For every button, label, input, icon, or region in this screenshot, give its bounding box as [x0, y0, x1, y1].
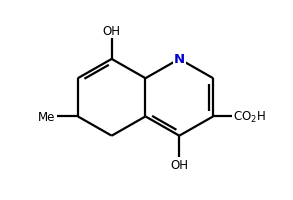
Text: OH: OH	[103, 24, 121, 37]
Text: OH: OH	[170, 158, 188, 171]
Text: N: N	[174, 53, 185, 66]
Text: Me: Me	[38, 110, 55, 123]
Text: CO$_2$H: CO$_2$H	[234, 109, 266, 124]
